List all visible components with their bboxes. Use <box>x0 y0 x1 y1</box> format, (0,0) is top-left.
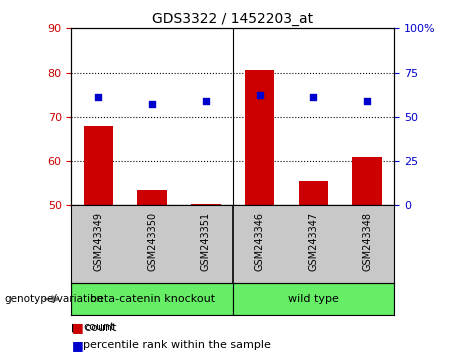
Text: ■: ■ <box>71 321 83 334</box>
Text: count: count <box>83 322 114 332</box>
Bar <box>137 190 167 205</box>
Bar <box>83 126 113 205</box>
Bar <box>233 283 394 315</box>
Text: percentile rank within the sample: percentile rank within the sample <box>83 340 271 350</box>
Text: wild type: wild type <box>288 294 339 304</box>
Text: GSM243350: GSM243350 <box>147 212 157 271</box>
Text: GSM243347: GSM243347 <box>308 212 319 271</box>
Text: beta-catenin knockout: beta-catenin knockout <box>89 294 215 304</box>
Text: GSM243349: GSM243349 <box>93 212 103 270</box>
Point <box>256 92 263 97</box>
Text: GSM243351: GSM243351 <box>201 212 211 271</box>
Text: ■ count: ■ count <box>71 322 117 332</box>
Point <box>148 101 156 107</box>
Bar <box>245 70 274 205</box>
Point <box>364 98 371 104</box>
Title: GDS3322 / 1452203_at: GDS3322 / 1452203_at <box>152 12 313 26</box>
Point <box>202 98 210 104</box>
Bar <box>353 156 382 205</box>
Text: GSM243348: GSM243348 <box>362 212 372 270</box>
Point <box>95 94 102 100</box>
Text: ■: ■ <box>71 339 83 352</box>
Text: GSM243346: GSM243346 <box>254 212 265 270</box>
Bar <box>299 181 328 205</box>
Text: genotype/variation: genotype/variation <box>5 294 104 304</box>
Bar <box>191 204 221 205</box>
Point <box>310 94 317 100</box>
Bar <box>71 283 233 315</box>
